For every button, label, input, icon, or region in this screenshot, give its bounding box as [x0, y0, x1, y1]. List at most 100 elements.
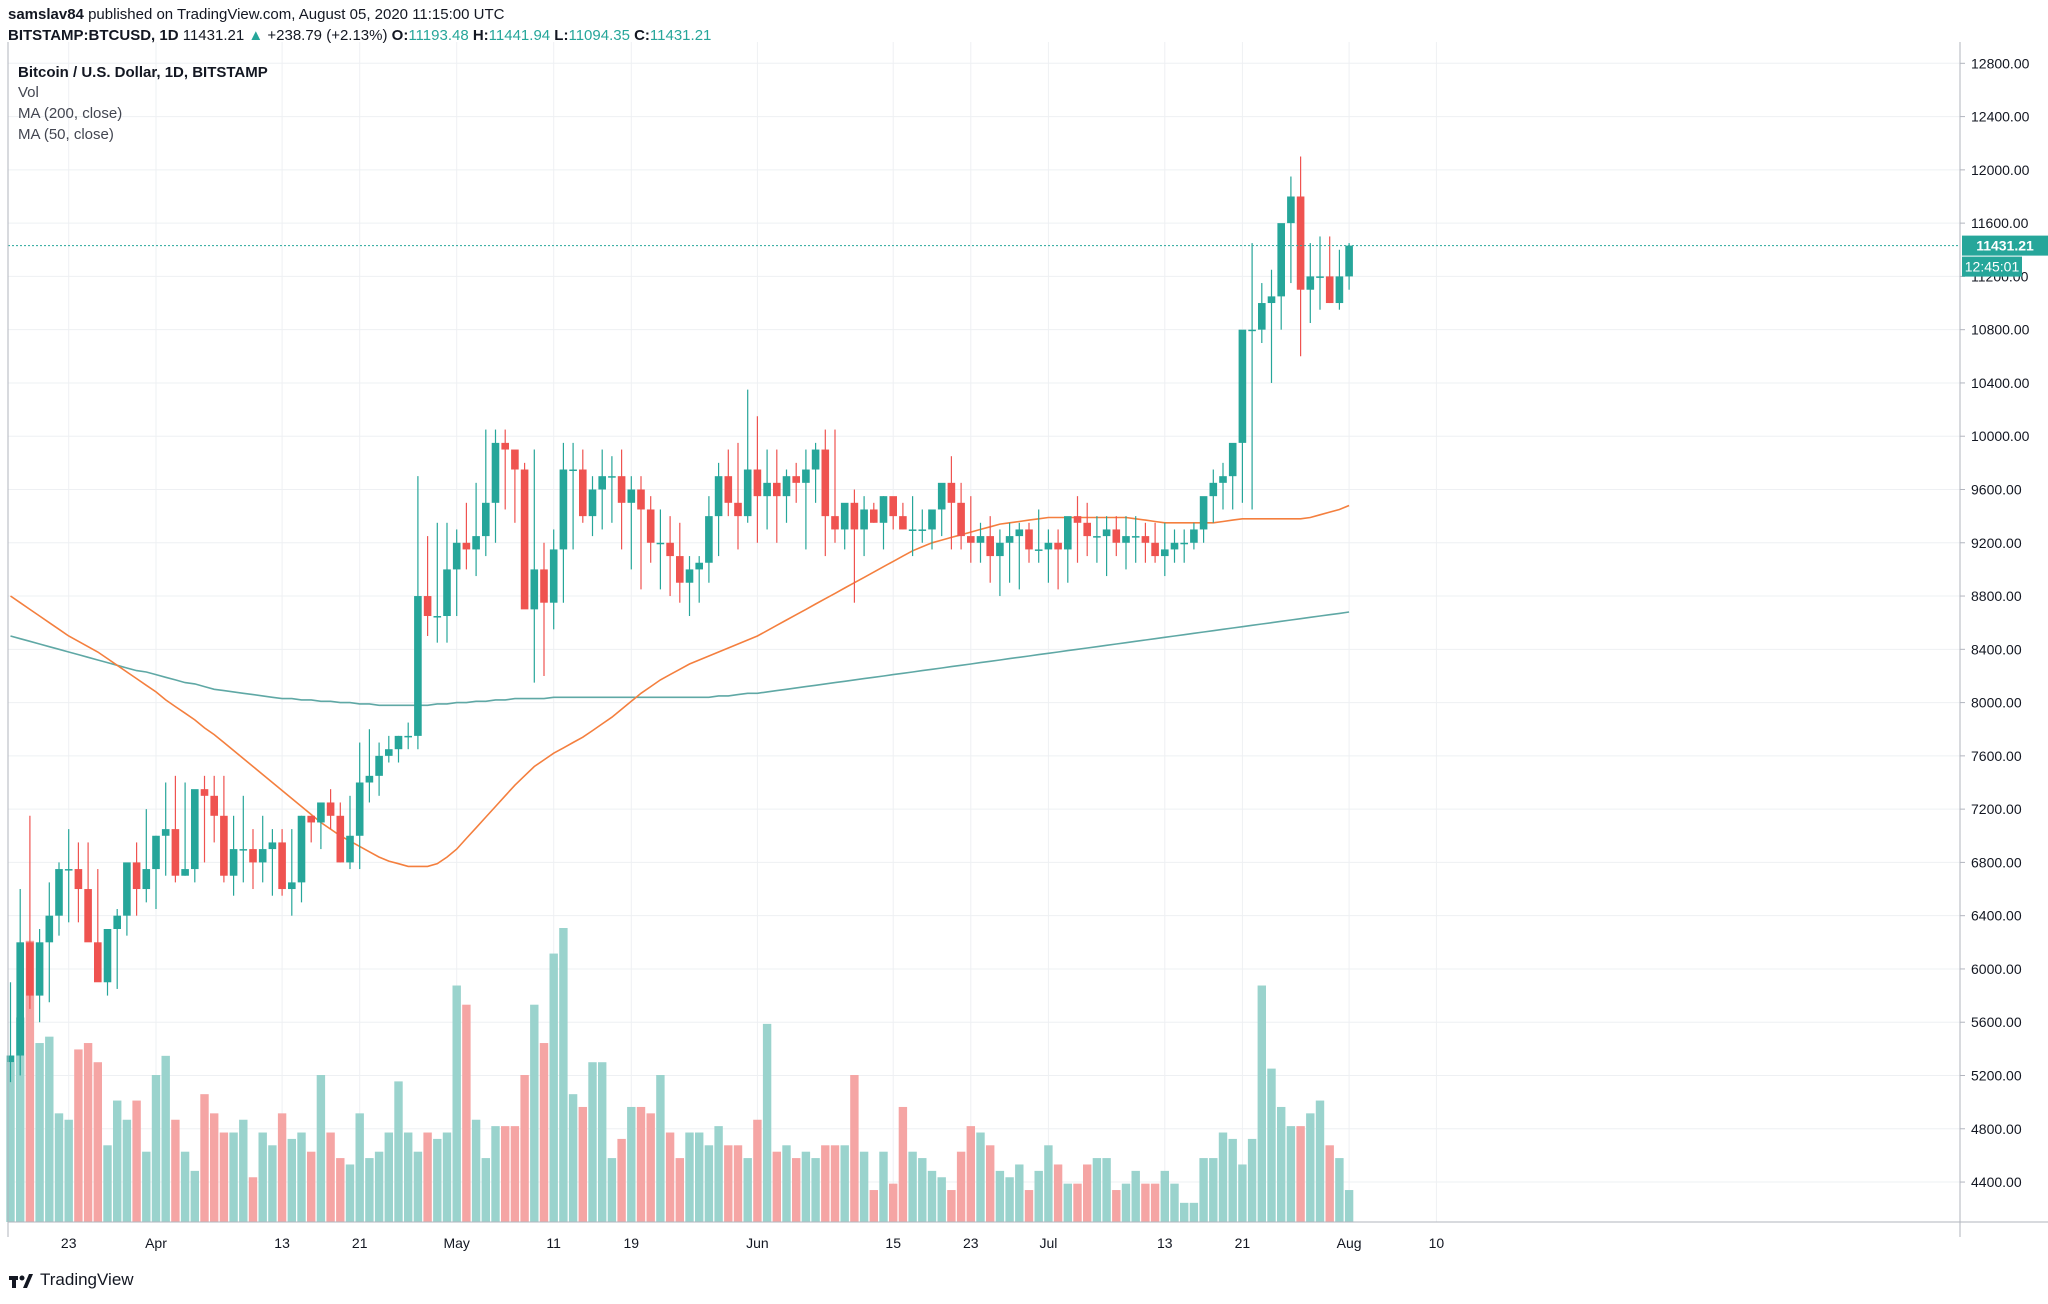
- candle-body: [579, 469, 587, 517]
- candle-body: [918, 529, 927, 531]
- volume-bar: [549, 953, 558, 1222]
- candle-body: [608, 476, 616, 478]
- volume-bar: [1024, 1190, 1034, 1222]
- volume-bar: [16, 1017, 25, 1222]
- volume-bar: [695, 1132, 704, 1222]
- x-tick-label: Jun: [746, 1235, 769, 1251]
- candle-body: [782, 476, 791, 497]
- candle-body: [850, 502, 859, 530]
- publish-line: samslav84 published on TradingView.com, …: [8, 6, 504, 23]
- volume-bar: [501, 1126, 510, 1222]
- volume-bar: [811, 1158, 820, 1222]
- volume-bar: [656, 1075, 665, 1222]
- volume-bar: [219, 1132, 229, 1222]
- last-price-label: 11431.21: [1976, 238, 2034, 254]
- y-tick-label: 6400.00: [1971, 908, 2022, 924]
- volume-bar: [1218, 1132, 1228, 1222]
- x-tick-label: 11: [546, 1235, 561, 1251]
- candle-body: [899, 516, 907, 530]
- candle-body: [928, 509, 936, 530]
- volume-bar: [1286, 1126, 1296, 1222]
- candle-body: [229, 849, 238, 876]
- candle-body: [666, 542, 674, 557]
- tradingview-logo-icon: [9, 1274, 33, 1288]
- candle-body: [1287, 196, 1295, 224]
- candle-body: [724, 476, 733, 503]
- volume-bar: [433, 1138, 442, 1222]
- publisher-name[interactable]: samslav84: [8, 6, 84, 23]
- volume-bar: [1209, 1158, 1218, 1222]
- y-tick-label: 8000.00: [1971, 695, 2022, 711]
- candle-body: [433, 616, 442, 618]
- candle-body: [239, 849, 248, 851]
- volume-bar: [83, 1043, 93, 1222]
- y-tick-label: 6800.00: [1971, 854, 2022, 870]
- volume-bar: [1180, 1202, 1189, 1222]
- footer-brand[interactable]: TradingView: [8, 1270, 134, 1290]
- last-price-badge: [1962, 235, 2048, 256]
- volume-bar: [588, 1062, 597, 1222]
- volume-bar: [530, 1004, 539, 1222]
- low-value: 11094.35: [568, 27, 630, 44]
- candle-body: [1190, 529, 1198, 543]
- candle-body: [1170, 542, 1179, 550]
- volume-bar: [1335, 1158, 1344, 1222]
- volume-bar: [1034, 1170, 1043, 1222]
- candle-body: [210, 795, 218, 816]
- volume-bar: [1063, 1183, 1072, 1222]
- volume-bar: [423, 1132, 432, 1222]
- legend-ma50[interactable]: MA (50, close): [18, 126, 114, 143]
- candle-body: [840, 502, 849, 530]
- candle-body: [1112, 529, 1121, 543]
- volume-bar: [1121, 1183, 1131, 1222]
- candle-body: [986, 536, 994, 557]
- volume-bar: [1141, 1183, 1150, 1222]
- volume-bar: [1257, 985, 1266, 1222]
- low-label: L:: [554, 27, 569, 44]
- candle-body: [94, 942, 102, 983]
- open-value: 11193.48: [408, 27, 469, 44]
- candle-body: [414, 596, 422, 736]
- y-tick-label: 4400.00: [1971, 1174, 2022, 1190]
- open-label: O:: [391, 27, 409, 44]
- candle-body: [1248, 329, 1256, 332]
- candle-body: [365, 775, 374, 783]
- volume-bar: [772, 1151, 781, 1222]
- candle-body: [1161, 549, 1169, 557]
- volume-bar: [1015, 1164, 1024, 1222]
- volume-bar: [171, 1119, 180, 1222]
- candle-body: [1093, 536, 1101, 538]
- legend-ma200[interactable]: MA (200, close): [18, 105, 123, 122]
- close-label: C:: [634, 27, 650, 44]
- symbol-line: BITSTAMP:BTCUSD, 1D 11431.21 ▲ +238.79 (…: [8, 27, 711, 44]
- candle-body: [637, 489, 645, 510]
- volume-bar: [782, 1145, 791, 1222]
- volume-bar: [345, 1164, 355, 1222]
- x-tick-label: Aug: [1337, 1235, 1362, 1251]
- legend-vol[interactable]: Vol: [18, 84, 39, 101]
- y-tick-label: 4800.00: [1971, 1121, 2022, 1137]
- volume-bar: [792, 1158, 801, 1222]
- volume-bar: [1131, 1170, 1140, 1222]
- volume-bar: [268, 1145, 277, 1222]
- candle-body: [685, 569, 694, 583]
- candle-body: [879, 496, 888, 523]
- candle-body: [1015, 529, 1024, 537]
- volume-bar: [1247, 1138, 1257, 1222]
- volume-bar: [918, 1158, 927, 1222]
- candle-body: [268, 842, 277, 850]
- y-tick-label: 11600.00: [1971, 215, 2029, 231]
- volume-bar: [986, 1145, 995, 1222]
- volume-bar: [1053, 1164, 1063, 1222]
- volume-bar: [956, 1151, 966, 1222]
- volume-bar: [200, 1094, 209, 1222]
- candle-body: [132, 862, 141, 890]
- x-tick-label: May: [443, 1235, 469, 1251]
- candle-body: [1345, 245, 1353, 277]
- candle-body: [627, 489, 636, 503]
- x-tick-label: 21: [352, 1235, 368, 1251]
- volume-bar: [462, 1004, 471, 1222]
- candle-body: [297, 815, 306, 883]
